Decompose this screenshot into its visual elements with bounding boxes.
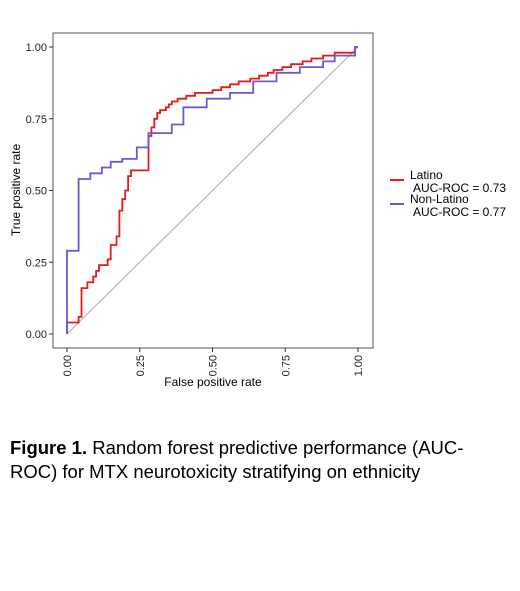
legend-label-latino: Latino [410, 168, 443, 182]
y-tick-label: 0.75 [26, 114, 47, 126]
x-tick-label: 0.25 [135, 355, 147, 376]
legend-label-non-latino: Non-Latino [410, 192, 469, 206]
legend-auc-non-latino: AUC-ROC = 0.77 [413, 205, 506, 219]
caption-text: Random forest predictive performance (AU… [10, 437, 464, 482]
y-axis-title: True positive rate [9, 144, 23, 237]
figure-caption: Figure 1. Random forest predictive perfo… [10, 436, 510, 484]
y-tick-label: 0.00 [26, 329, 47, 341]
x-tick-label: 0.00 [62, 355, 74, 376]
roc-chart: 0.00 0.25 0.50 0.75 1.00 0.00 0.25 0.50 0.75 1.0… [9, 32, 506, 389]
x-tick-label: 1.00 [353, 355, 365, 376]
series-layer [66, 46, 358, 334]
x-axis: 0.00 0.25 0.50 0.75 1.00 [62, 348, 365, 376]
roc-line-non-latino [66, 46, 358, 334]
chance-diagonal [66, 46, 359, 335]
y-tick-label: 1.00 [26, 42, 47, 54]
caption-label: Figure 1. [10, 437, 88, 458]
y-axis: 0.00 0.25 0.50 0.75 1.00 [26, 42, 53, 341]
y-tick-label: 0.25 [26, 257, 47, 269]
x-tick-label: 0.75 [280, 355, 292, 376]
x-axis-title: False positive rate [164, 375, 262, 389]
roc-line-latino [66, 46, 358, 334]
legend-auc-latino: AUC-ROC = 0.73 [413, 181, 506, 195]
legend: Latino AUC-ROC = 0.73 Non-Latino AUC-ROC… [390, 168, 506, 219]
x-tick-label: 0.50 [208, 355, 220, 376]
y-tick-label: 0.50 [26, 186, 47, 198]
